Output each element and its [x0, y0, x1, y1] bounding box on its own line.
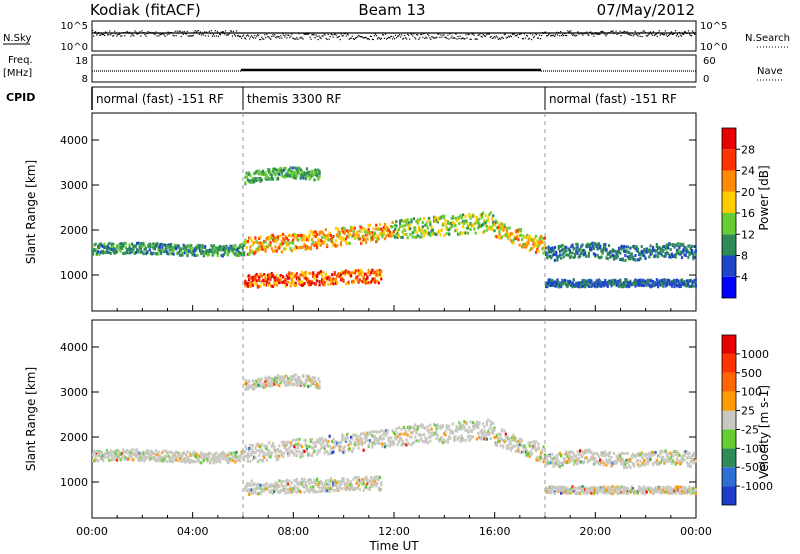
y-tick-label: 4000 [60, 134, 88, 147]
colorbar-tick-label: 16 [741, 207, 755, 220]
colorbar-tick-label: 24 [741, 165, 755, 178]
nsky-top-tick: 10^5 [61, 21, 88, 32]
colorbar-tick-label: -500 [741, 461, 766, 474]
x-tick-label: 20:00 [579, 525, 611, 538]
y-tick-label: 4000 [60, 341, 88, 354]
freq-label: Freq. [8, 55, 33, 66]
cpid-strip: CPID normal (fast) -151 RF themis 3300 RF… [6, 86, 696, 110]
nsearch-top-tick: 10^5 [700, 21, 727, 32]
velocity-panel: 1000 2000 3000 4000 00:00 04:00 08:00 12:00 16:0… [24, 319, 773, 553]
nsearch-label: N.Search [745, 33, 790, 44]
y-tick-label: 3000 [60, 179, 88, 192]
y-tick-label: 1000 [60, 476, 88, 489]
power-ylabel: Slant Range [km] [24, 160, 38, 264]
x-tick-label: 00:00 [76, 525, 108, 538]
cpid-segment-label: normal (fast) -151 RF [549, 92, 677, 106]
x-tick-label: 00:00 [680, 525, 712, 538]
nave-label: Nave [757, 66, 783, 77]
colorbar-tick-label: 12 [741, 228, 755, 241]
colorbar-tick-label: 1000 [741, 348, 769, 361]
colorbar-tick-label: 100 [741, 386, 762, 399]
cpid-label: CPID [6, 91, 35, 104]
beam-title: Beam 13 [358, 1, 425, 19]
colorbar-tick-label: -100 [741, 442, 766, 455]
nave-bottom-tick: 0 [703, 74, 709, 85]
freq-unit: [MHz] [3, 68, 32, 79]
y-tick-label: 3000 [60, 386, 88, 399]
nsky-strip: N.Sky 10^5 10^0 10^5 10^0 N.Search [3, 20, 790, 53]
colorbar-tick-label: 8 [741, 250, 748, 263]
cpid-segment-label: themis 3300 RF [247, 92, 341, 106]
nave-top-tick: 60 [703, 56, 716, 67]
colorbar-tick-label: -25 [741, 423, 759, 436]
y-tick-label: 1000 [60, 269, 88, 282]
y-tick-label: 2000 [60, 431, 88, 444]
date-title: 07/May/2012 [597, 1, 695, 19]
x-tick-label: 12:00 [378, 525, 410, 538]
nsky-bottom-tick: 10^0 [61, 42, 88, 53]
nsky-label: N.Sky [3, 33, 31, 44]
cpid-segment-label: normal (fast) -151 RF [96, 92, 224, 106]
power-colorbar-label: Power [dB] [757, 165, 771, 230]
y-tick-label: 2000 [60, 224, 88, 237]
freq-bottom-tick: 8 [82, 74, 88, 85]
x-tick-label: 08:00 [277, 525, 309, 538]
freq-strip: Freq. [MHz] 18 8 60 0 Nave [3, 54, 783, 85]
colorbar-tick-label: 20 [741, 186, 755, 199]
x-tick-label: 16:00 [479, 525, 511, 538]
colorbar-tick-label: 28 [741, 143, 755, 156]
colorbar-tick-label: 25 [741, 405, 755, 418]
colorbar-tick-label: 4 [741, 271, 748, 284]
colorbar-tick-label: 500 [741, 367, 762, 380]
x-tick-label: 04:00 [177, 525, 209, 538]
velocity-ylabel: Slant Range [km] [24, 367, 38, 471]
x-axis-label: Time UT [368, 539, 419, 553]
power-panel: 1000 2000 3000 4000 Slant Range [km] 4 8 12 16… [24, 112, 771, 312]
freq-top-tick: 18 [75, 56, 88, 67]
nsearch-bottom-tick: 10^0 [700, 42, 727, 53]
velocity-colorbar-label: Velocity [m s-1] [757, 385, 771, 479]
station-title: Kodiak (fitACF) [90, 1, 201, 19]
colorbar-tick-label: -1000 [741, 480, 773, 493]
